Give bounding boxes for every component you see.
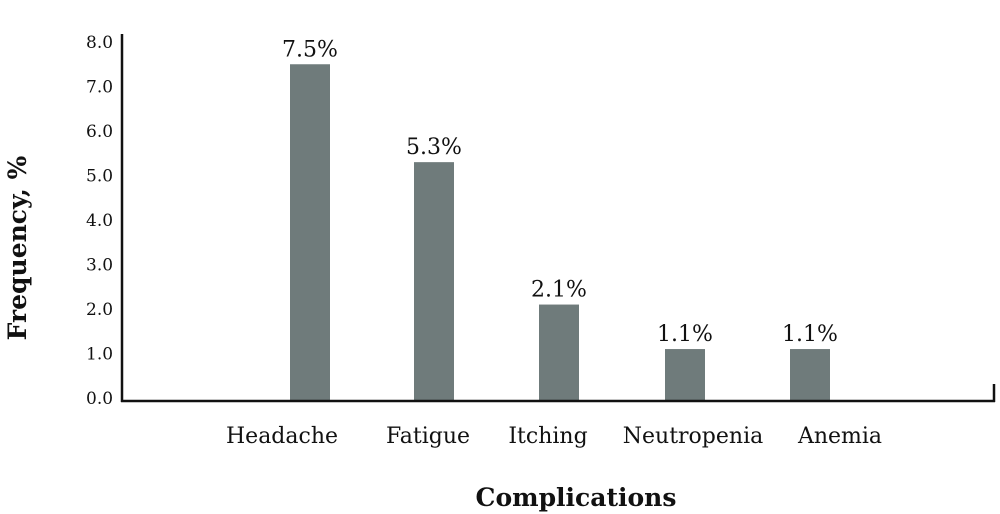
y-tick-label: 6.0 [86, 122, 113, 142]
bar [414, 162, 454, 400]
y-tick-label: 7.0 [86, 78, 113, 98]
bars [290, 64, 830, 400]
bar-value-label: 5.3% [406, 135, 462, 160]
y-tick-label: 2.0 [86, 300, 113, 320]
y-tick-label: 4.0 [86, 211, 113, 231]
y-axis-ticks: 0.0 1.0 2.0 3.0 4.0 5.0 6.0 7.0 8.0 [86, 33, 113, 409]
bar [790, 349, 830, 400]
bar-value-label: 1.1% [657, 322, 713, 347]
bar-value-label: 2.1% [531, 278, 587, 303]
category-label: Neutropenia [623, 424, 763, 449]
bar-value-label: 7.5% [282, 37, 338, 62]
category-label: Headache [226, 424, 338, 449]
x-axis-title: Complications [476, 483, 677, 512]
y-tick-label: 8.0 [86, 33, 113, 53]
category-label: Itching [508, 424, 587, 449]
y-tick-label: 3.0 [86, 256, 113, 276]
category-labels: Headache Fatigue Itching Neutropenia Anemia [226, 424, 882, 449]
y-tick-label: 0.0 [86, 389, 113, 409]
bar [290, 64, 330, 400]
category-label: Anemia [797, 424, 882, 449]
y-axis-title: Frequency, % [3, 155, 32, 340]
y-tick-label: 1.0 [86, 345, 113, 365]
data-labels: 7.5% 5.3% 2.1% 1.1% 1.1% [282, 37, 838, 347]
y-tick-label: 5.0 [86, 167, 113, 187]
bar [539, 304, 579, 400]
bar [665, 349, 705, 400]
bar-value-label: 1.1% [782, 322, 838, 347]
category-label: Fatigue [386, 424, 470, 449]
